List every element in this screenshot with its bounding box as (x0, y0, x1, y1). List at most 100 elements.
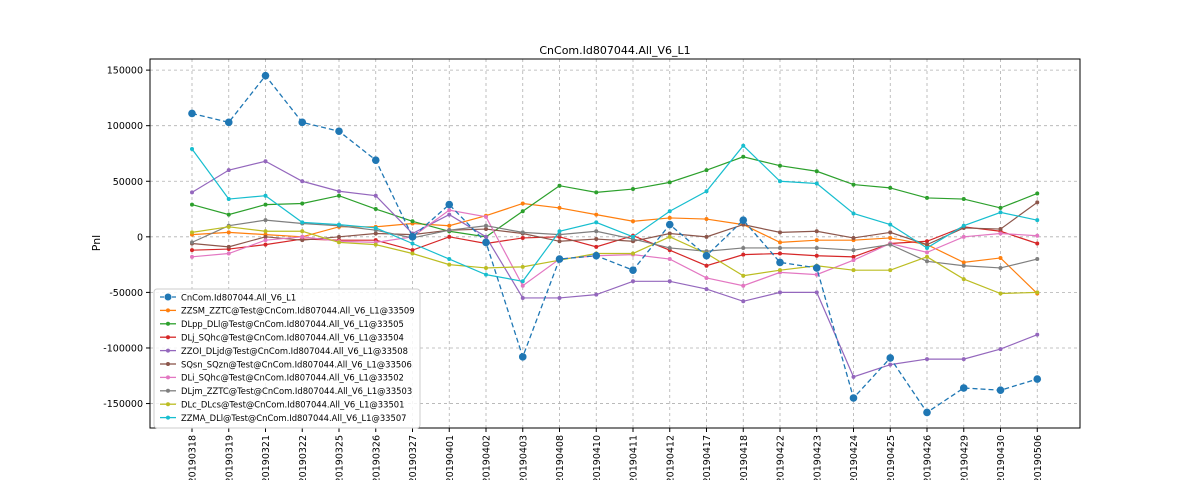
data-point (851, 211, 856, 216)
data-point (888, 185, 893, 190)
legend-swatch-marker (166, 362, 170, 366)
data-point (557, 229, 562, 234)
data-point (484, 223, 488, 228)
data-point (226, 212, 231, 217)
data-point (1035, 200, 1040, 205)
x-tick-label: 20190429 (959, 435, 970, 480)
data-point (741, 245, 746, 250)
data-point (337, 240, 341, 245)
x-tick-label: 20190401 (445, 435, 456, 480)
data-point (592, 251, 601, 260)
legend-item: ZZOI_DLjd@Test@CnCom.Id807044.All_V6_L1@… (160, 346, 408, 356)
data-point (300, 201, 305, 206)
legend-swatch-marker (166, 388, 170, 393)
x-tick-label: 20190318 (188, 435, 199, 480)
data-point (300, 179, 305, 184)
data-point (998, 227, 1003, 232)
data-point (226, 224, 231, 229)
data-point (226, 197, 231, 202)
data-point (263, 242, 268, 247)
data-point (778, 179, 782, 184)
series-line (191, 160, 1038, 378)
data-point (704, 189, 709, 194)
y-tick-label: 0 (137, 232, 143, 243)
legend: CnCom.Id807044.All_V6_L1 ZZSM_ZZTC@Test@C… (153, 288, 421, 429)
data-point (665, 220, 674, 229)
data-point (594, 212, 599, 217)
x-tick-label: 20190430 (996, 435, 1007, 480)
legend-label: ZZMA_DLl@Test@CnCom.Id807044.All_V6_L1@3… (181, 413, 407, 423)
series-line (191, 201, 1038, 248)
data-point (447, 262, 452, 267)
data-point (961, 234, 966, 239)
data-point (557, 205, 562, 210)
data-point (925, 250, 929, 255)
data-point (851, 258, 856, 263)
data-point (447, 208, 452, 213)
data-point (226, 251, 231, 256)
y-tick-label: 150000 (107, 66, 143, 77)
data-point (667, 180, 672, 185)
data-point (594, 292, 599, 297)
data-point (520, 295, 525, 300)
data-point (704, 168, 709, 173)
series-0 (188, 71, 1042, 417)
data-point (594, 244, 599, 249)
legend-label: CnCom.Id807044.All_V6_L1 (181, 292, 296, 302)
legend-item: DLjm_ZZTC@Test@CnCom.Id807044.All_V6_L1@… (160, 386, 412, 396)
data-point (190, 230, 194, 235)
data-point (812, 264, 821, 272)
legend-item: ZZMA_DLl@Test@CnCom.Id807044.All_V6_L1@3… (160, 413, 407, 423)
data-point (190, 202, 194, 207)
plot-frame (149, 58, 1081, 429)
series-layer (188, 71, 1042, 417)
legend-item: CnCom.Id807044.All_V6_L1 (160, 292, 296, 302)
series-9 (190, 143, 1040, 284)
data-point (226, 168, 231, 173)
x-tick-label: 20190424 (849, 435, 860, 480)
data-point (263, 234, 268, 239)
data-point (778, 268, 782, 273)
data-point (702, 251, 711, 260)
series-line (191, 226, 1038, 295)
series-line (191, 202, 1038, 294)
data-point (190, 190, 194, 195)
data-point (996, 386, 1005, 395)
series-line (191, 156, 1038, 238)
x-tick-label: 20190426 (923, 435, 934, 480)
data-point (447, 212, 452, 217)
data-point (224, 118, 233, 127)
data-point (410, 248, 415, 253)
data-point (520, 279, 525, 284)
data-point (594, 220, 599, 225)
data-point (482, 238, 490, 247)
data-point (298, 118, 307, 127)
legend-swatch-marker (164, 293, 172, 301)
data-point (631, 279, 635, 284)
data-point (814, 169, 819, 174)
legend-swatch-marker (166, 402, 170, 407)
data-point (925, 245, 929, 250)
data-point (778, 230, 782, 235)
data-point (263, 218, 268, 223)
legend-swatch-marker (166, 335, 170, 340)
data-point (814, 290, 819, 295)
y-tick-label: 50000 (113, 177, 143, 188)
data-point (337, 193, 341, 198)
y-tick-label: -150000 (103, 399, 143, 410)
data-point (888, 268, 893, 273)
data-point (1035, 218, 1040, 223)
data-point (484, 214, 488, 219)
legend-label: SQsn_SQzn@Test@CnCom.Id807044.All_V6_L1@… (181, 359, 412, 369)
data-point (888, 242, 893, 247)
data-point (300, 238, 305, 243)
data-point (408, 233, 417, 241)
x-tick-label: 20190326 (371, 435, 382, 480)
data-point (594, 190, 599, 195)
y-tick-label: -50000 (109, 288, 143, 299)
legend-item: ZZSM_ZZTC@Test@CnCom.Id807044.All_V6_L1@… (160, 306, 415, 316)
data-point (998, 265, 1003, 270)
x-tick-label: 20190408 (555, 435, 566, 480)
data-point (741, 143, 746, 148)
